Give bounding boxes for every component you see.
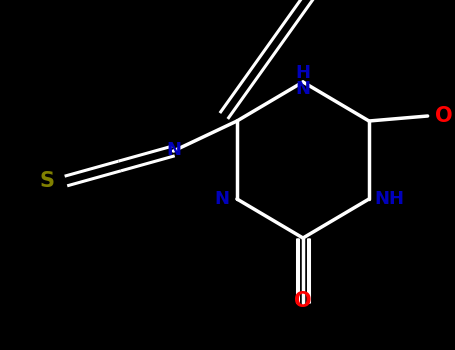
Text: NH: NH — [374, 190, 404, 208]
Text: O: O — [294, 291, 312, 311]
Text: S: S — [39, 171, 54, 191]
Text: H: H — [295, 64, 310, 82]
Text: N: N — [214, 190, 229, 208]
Text: N: N — [166, 141, 181, 159]
Text: O: O — [435, 106, 453, 126]
Text: N: N — [295, 80, 310, 98]
